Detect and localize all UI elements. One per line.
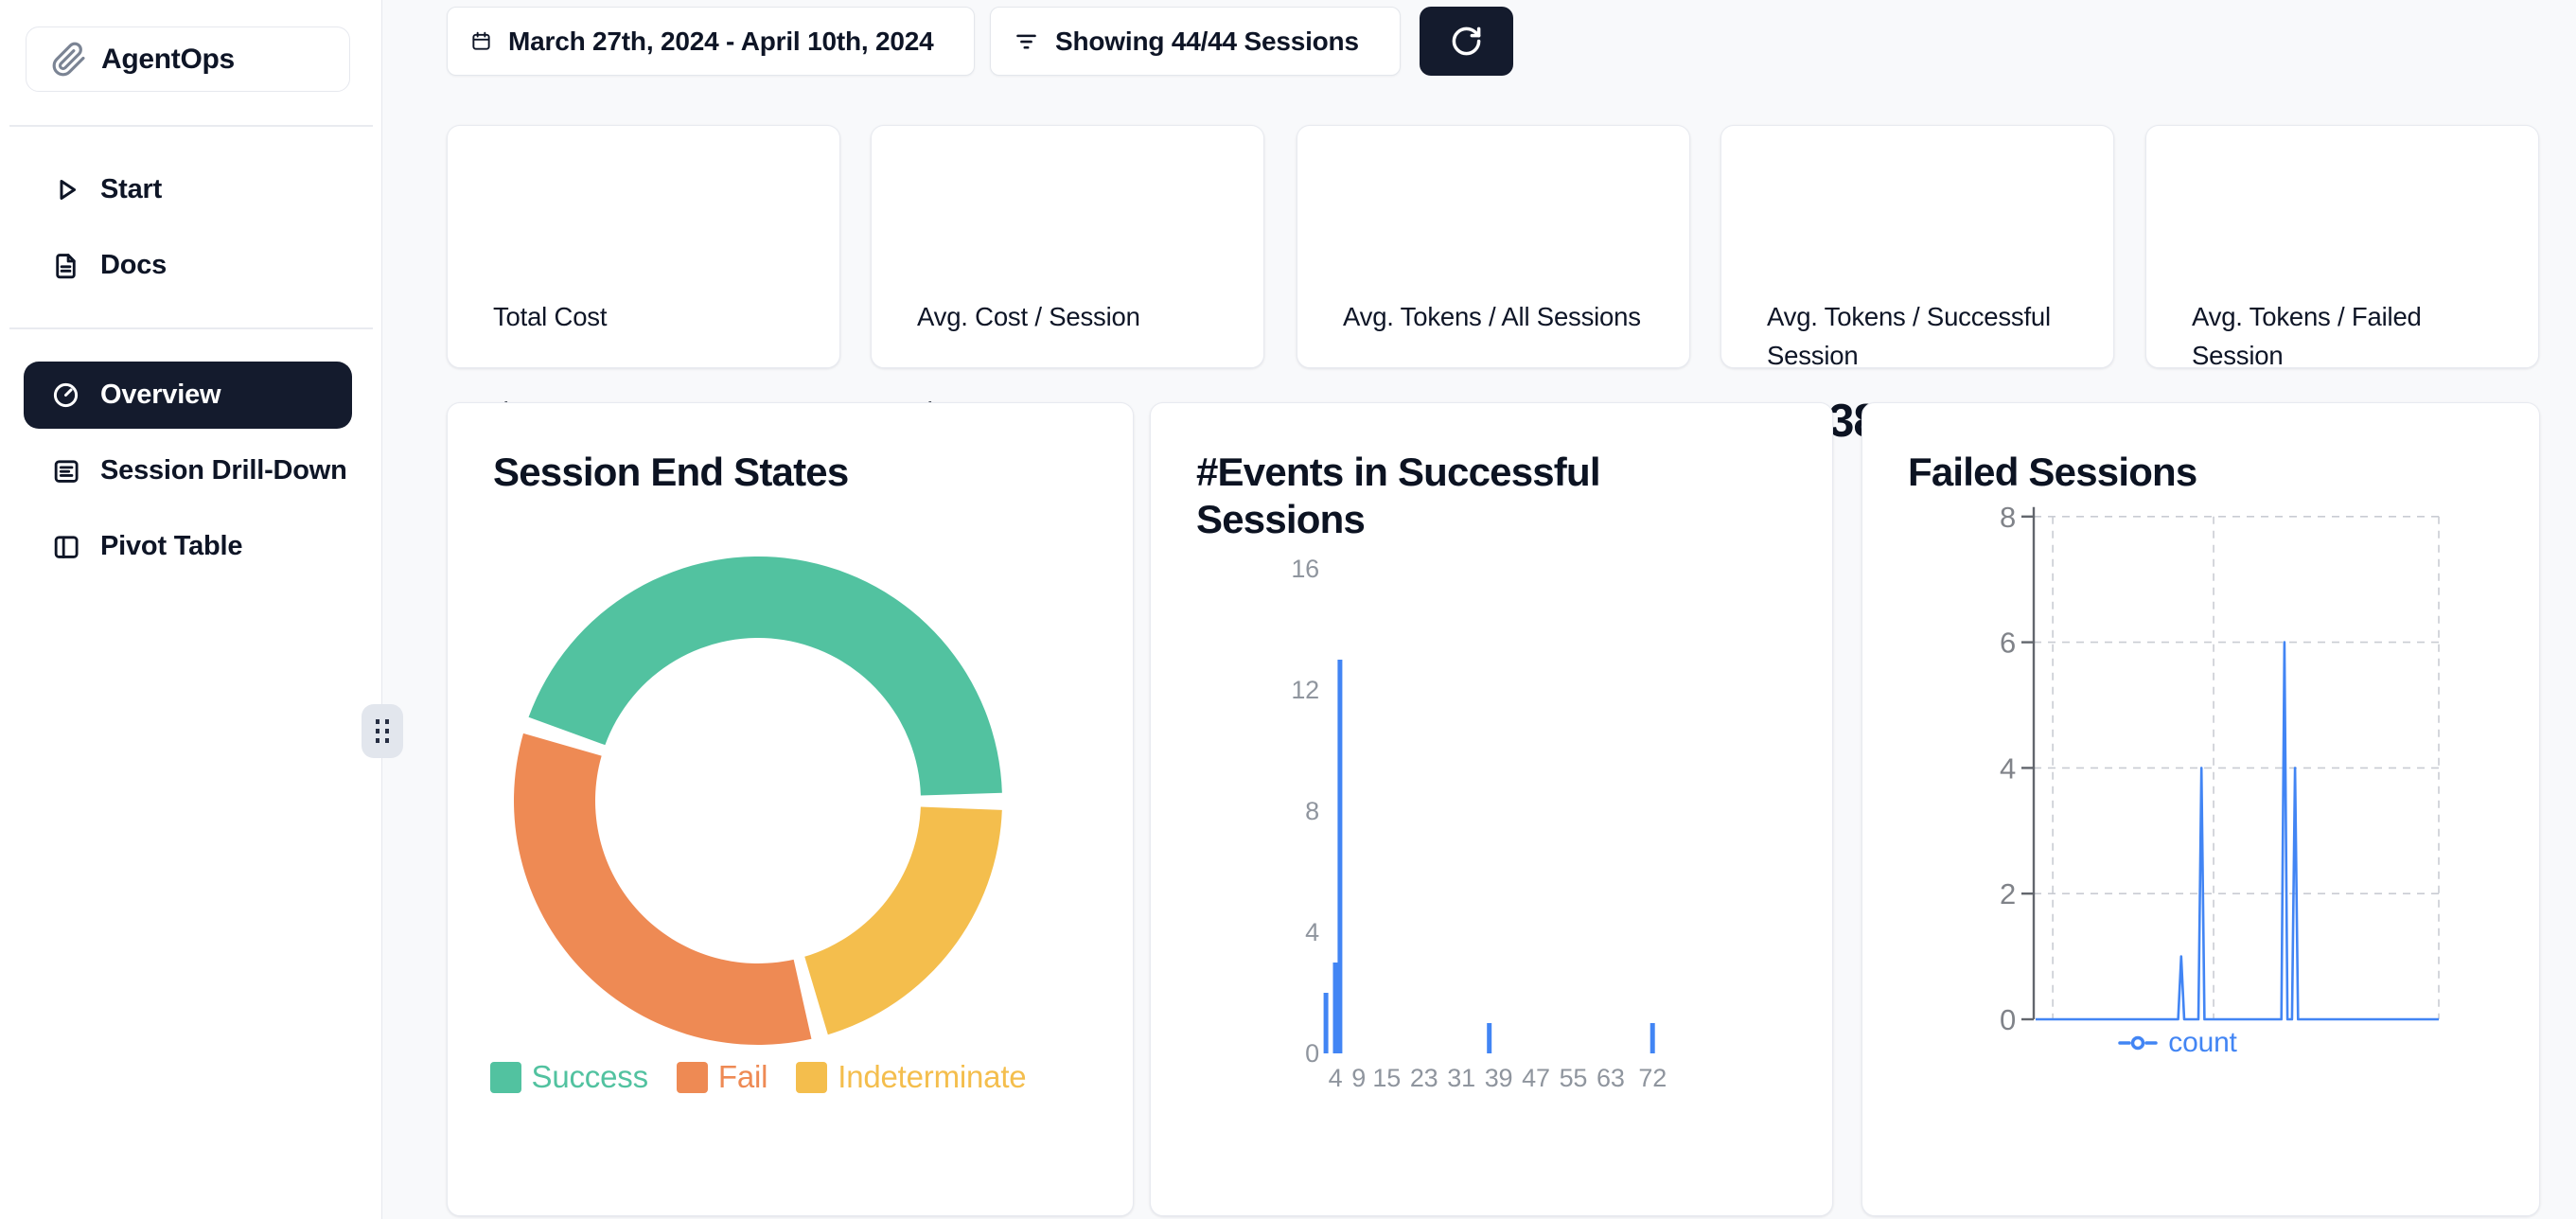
sidebar-item-label: Overview [100, 380, 221, 410]
paperclip-icon [51, 42, 87, 78]
svg-text:0: 0 [1305, 1039, 1319, 1068]
gauge-icon [51, 380, 80, 410]
svg-text:6: 6 [2000, 627, 2016, 660]
brand-logo[interactable]: AgentOps [26, 26, 350, 92]
refresh-icon [1450, 25, 1483, 58]
brand-name: AgentOps [101, 43, 235, 75]
sidebar-item-overview[interactable]: Overview [24, 362, 352, 429]
sidebar-item-label: Session Drill-Down [100, 454, 347, 486]
svg-text:0: 0 [2000, 1003, 2016, 1036]
date-range-button[interactable]: March 27th, 2024 - April 10th, 2024 [447, 7, 975, 76]
sidebar-divider-bottom [9, 327, 373, 329]
svg-text:12: 12 [1291, 676, 1319, 704]
legend-item-success[interactable]: Success [489, 1059, 649, 1095]
svg-text:4: 4 [2000, 751, 2016, 785]
failed-sessions-line-chart: 0 2 4 6 8 [2000, 501, 2440, 1036]
stat-title: Total Cost [493, 302, 608, 331]
svg-text:31: 31 [1447, 1064, 1475, 1092]
stat-card-avg-tokens-failed: Avg. Tokens / Failed Session 3,856 [2145, 125, 2539, 447]
legend-label: Fail [717, 1059, 768, 1094]
sidebar-item-docs[interactable]: Docs [26, 235, 352, 295]
sidebar: AgentOps Start Docs [0, 0, 382, 1219]
sidebar-item-session-drill-down[interactable]: Session Drill-Down [26, 440, 352, 501]
svg-text:63: 63 [1597, 1064, 1625, 1092]
sessions-filter-label: Showing 44/44 Sessions [1055, 26, 1359, 56]
legend-swatch-icon [796, 1061, 828, 1093]
svg-text:2: 2 [2000, 877, 2016, 910]
calendar-icon [470, 30, 492, 52]
refresh-button[interactable] [1420, 7, 1513, 76]
play-icon [51, 175, 80, 204]
sidebar-item-pivot-table[interactable]: Pivot Table [26, 516, 352, 576]
sidebar-item-start[interactable]: Start [26, 159, 352, 220]
stat-card-total-cost: Total Cost $4.79 [447, 125, 840, 447]
legend-label: Indeterminate [838, 1059, 1027, 1094]
svg-text:4: 4 [1305, 918, 1319, 946]
stat-card-avg-cost-session: Avg. Cost / Session $0.27 [871, 125, 1264, 447]
legend-label: Success [531, 1059, 649, 1094]
line-series-marker-icon [2118, 1033, 2159, 1053]
chart-title: #Events in Successful Sessions [1196, 450, 1601, 541]
sidebar-item-label: Docs [100, 249, 168, 280]
chart-title: Session End States [493, 450, 849, 494]
date-range-label: March 27th, 2024 - April 10th, 2024 [508, 26, 934, 56]
events-in-successful-sessions-card: #Events in Successful Sessions 0 4 8 12 16 4 9… [1150, 402, 1833, 1216]
stat-title: Avg. Tokens / Successful Session [1767, 302, 2051, 370]
count-legend[interactable]: count [1862, 1027, 2493, 1059]
sidebar-divider-top [9, 125, 373, 127]
panel-icon [51, 532, 80, 561]
grip-dots-icon [375, 719, 390, 743]
failed-sessions-card: Failed Sessions 0 2 4 6 8 count [1861, 402, 2540, 1216]
session-end-states-card: Session End States Success Fail Indetermin… [447, 402, 1134, 1216]
svg-text:16: 16 [1291, 555, 1319, 583]
stat-title: Avg. Tokens / All Sessions [1343, 302, 1641, 331]
svg-text:72: 72 [1638, 1064, 1667, 1092]
svg-text:47: 47 [1522, 1064, 1550, 1092]
svg-text:4: 4 [1329, 1064, 1343, 1092]
sidebar-item-label: Pivot Table [100, 530, 243, 561]
legend-swatch-icon [489, 1061, 521, 1093]
stat-card-avg-tokens-successful: Avg. Tokens / Successful Session 4,638 [1720, 125, 2114, 447]
legend-item-indeterminate[interactable]: Indeterminate [796, 1059, 1027, 1095]
count-legend-label: count [2168, 1027, 2237, 1058]
session-end-states-donut [513, 556, 1002, 1045]
svg-text:55: 55 [1560, 1064, 1588, 1092]
svg-text:23: 23 [1410, 1064, 1438, 1092]
chart-title: Failed Sessions [1908, 450, 2197, 494]
stat-title: Avg. Cost / Session [917, 302, 1140, 331]
document-icon [51, 251, 80, 280]
svg-text:15: 15 [1372, 1064, 1401, 1092]
donut-legend: Success Fail Indeterminate [448, 1059, 1068, 1095]
filter-lines-icon [1014, 28, 1039, 54]
sidebar-resize-handle[interactable] [362, 704, 403, 758]
stat-title: Avg. Tokens / Failed Session [2192, 302, 2422, 370]
list-box-icon [51, 456, 80, 486]
svg-text:39: 39 [1485, 1064, 1513, 1092]
sidebar-item-label: Start [100, 173, 163, 204]
svg-text:9: 9 [1351, 1064, 1366, 1092]
legend-item-fail[interactable]: Fail [676, 1059, 768, 1095]
svg-text:8: 8 [2000, 501, 2016, 534]
legend-swatch-icon [676, 1061, 708, 1093]
sessions-filter-button[interactable]: Showing 44/44 Sessions [990, 7, 1401, 76]
stat-card-avg-tokens-all: Avg. Tokens / All Sessions 3,598 [1297, 125, 1690, 447]
svg-text:8: 8 [1305, 797, 1319, 825]
